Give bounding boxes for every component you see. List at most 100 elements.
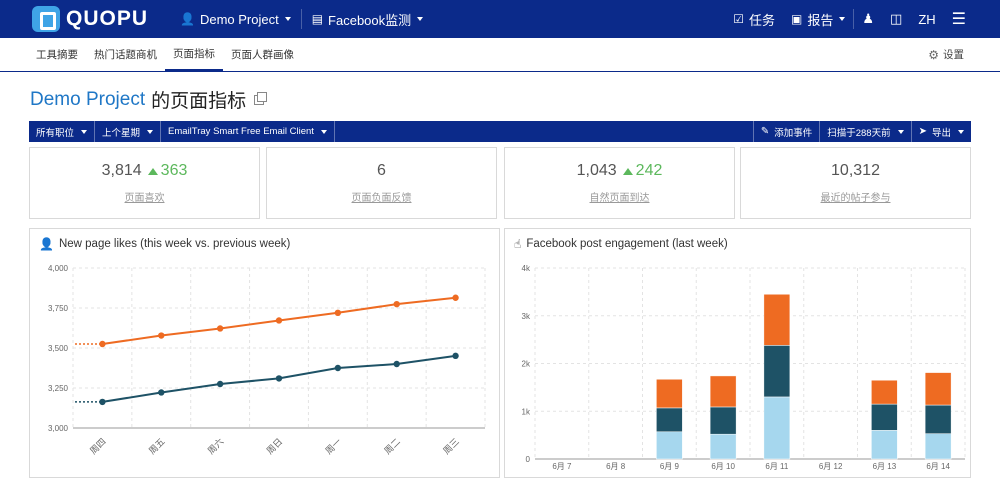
- y-tick-label: 3,750: [48, 304, 69, 313]
- position-filter[interactable]: 所有职位: [29, 121, 96, 142]
- tab-tool-summary[interactable]: 工具摘要: [36, 49, 78, 61]
- person-icon: 👤: [39, 237, 54, 251]
- gear-icon: ⚙: [928, 47, 939, 62]
- chevron-down-icon: [320, 129, 327, 134]
- likes-line-chart: 3,000 3,250 3,500 3,750 4,000 周四 周五 周六 周日 周一 周二 周三: [48, 264, 486, 457]
- engagement-chart-title: ☝ Facebook post engagement (last week): [514, 237, 728, 251]
- page-title-project[interactable]: Demo Project: [30, 88, 146, 110]
- tab-page-audience[interactable]: 页面人群画像: [231, 49, 294, 61]
- users-icon: ♟: [862, 11, 875, 26]
- bar-segment: [871, 430, 898, 460]
- chevron-down-icon: [839, 17, 846, 21]
- stat-label[interactable]: 自然页面到达: [589, 193, 650, 204]
- stat-label[interactable]: 页面负面反馈: [351, 193, 412, 204]
- stat-card-post-engagement: 10,312 最近的帖子参与: [740, 147, 971, 219]
- reports-menu[interactable]: ▣ 报告: [783, 0, 853, 38]
- stat-delta-value: 363: [160, 162, 188, 179]
- tasks-button[interactable]: ☑ 任务: [725, 0, 783, 38]
- y-tick-label: 3,500: [48, 344, 69, 353]
- page-selector[interactable]: ▤ Facebook监测: [302, 0, 433, 38]
- language-label: ZH: [918, 11, 936, 27]
- user-icon: 👤: [180, 12, 195, 26]
- y-tick-label: 3,250: [48, 384, 69, 393]
- stat-value: 3,814: [101, 162, 142, 179]
- data-point: [334, 364, 342, 372]
- scan-dropdown[interactable]: 扫描于288天前: [819, 121, 910, 142]
- bar-segment: [709, 433, 737, 460]
- page-filter[interactable]: EmailTray Smart Free Email Client: [161, 121, 335, 142]
- chevron-down-icon: [958, 129, 964, 134]
- add-event-label: 添加事件: [774, 127, 813, 139]
- bar-segment: [871, 403, 898, 431]
- add-event-button[interactable]: ✎ 添加事件: [752, 121, 819, 142]
- bar-segment: [924, 433, 952, 460]
- chart-icon: ▤: [311, 12, 324, 26]
- x-tick-label: 6月 11: [765, 462, 789, 471]
- arrow-up-icon: [622, 167, 633, 175]
- bar-segment: [924, 372, 952, 406]
- x-tick-label: 6月 9: [660, 462, 680, 471]
- chevron-down-icon: [81, 129, 88, 134]
- x-tick-label: 周五: [147, 436, 167, 456]
- copy-icon[interactable]: [254, 91, 268, 105]
- stat-label[interactable]: 页面喜欢: [124, 193, 165, 204]
- users-button[interactable]: ♟: [854, 0, 882, 38]
- data-point: [99, 340, 106, 348]
- y-tick-label: 3k: [522, 312, 531, 321]
- top-navbar: QUOPU 👤 Demo Project ▤ Facebook监测 ☑ 任务 ▣…: [0, 0, 1000, 38]
- bar-segment: [656, 379, 683, 409]
- bar-segment: [871, 379, 898, 405]
- y-tick-label: 3,000: [48, 424, 69, 433]
- tab-hot-topics[interactable]: 热门话题商机: [94, 49, 157, 61]
- hamburger-icon: ☰: [951, 11, 966, 28]
- x-tick-label: 6月 12: [819, 462, 843, 471]
- help-button[interactable]: ◫: [882, 0, 910, 38]
- stat-card-organic-reach: 1,043 242 自然页面到达: [504, 147, 735, 219]
- data-point: [216, 325, 224, 332]
- tasks-label: 任务: [748, 12, 775, 28]
- data-point: [334, 309, 342, 316]
- data-point: [216, 380, 224, 388]
- chevron-down-icon: [284, 17, 291, 21]
- data-point: [393, 360, 400, 368]
- chevron-down-icon: [417, 17, 424, 21]
- bar-segment: [763, 345, 791, 398]
- x-tick-label: 6月 8: [606, 462, 626, 471]
- filter-bar: 所有职位 上个星期 EmailTray Smart Free Email Cli…: [29, 121, 971, 142]
- chevron-down-icon: [147, 129, 154, 134]
- brand-logo[interactable]: QUOPU: [0, 6, 170, 32]
- period-filter[interactable]: 上个星期: [95, 121, 162, 142]
- x-tick-label: 周一: [323, 436, 343, 456]
- project-name: Demo Project: [199, 11, 279, 27]
- engagement-chart-panel: ☝ Facebook post engagement (last week) 0…: [504, 228, 971, 478]
- settings-button[interactable]: ⚙ 设置: [928, 47, 964, 62]
- stat-value: 10,312: [831, 162, 880, 179]
- bar-segment: [656, 407, 683, 433]
- tab-page-metrics[interactable]: 页面指标: [165, 38, 223, 71]
- stat-value: 6: [377, 162, 386, 179]
- project-selector[interactable]: 👤 Demo Project: [170, 0, 301, 38]
- likes-chart-title: 👤 New page likes (this week vs. previous…: [39, 237, 290, 251]
- engagement-bar-chart: 0 1k 2k 3k 4k 6月 7 6月 8 6月 9 6月 10 6月 11 6月 12 6月 1…: [522, 264, 966, 471]
- language-button[interactable]: ZH: [910, 0, 943, 38]
- x-tick-label: 周六: [205, 436, 226, 457]
- likes-chart-panel: 👤 New page likes (this week vs. previous…: [29, 228, 500, 478]
- report-icon: ▣: [791, 12, 803, 26]
- stat-delta-value: 242: [635, 162, 663, 179]
- data-point: [158, 332, 165, 339]
- book-icon: ◫: [890, 11, 903, 26]
- data-point: [393, 300, 400, 308]
- logo-icon: [32, 6, 60, 32]
- stat-label[interactable]: 最近的帖子参与: [820, 193, 891, 204]
- chevron-down-icon: [897, 129, 904, 134]
- x-tick-label: 周四: [88, 436, 108, 456]
- y-tick-label: 4k: [522, 264, 531, 273]
- y-tick-label: 4,000: [48, 264, 69, 273]
- menu-button[interactable]: ☰: [944, 0, 974, 38]
- brand-name: QUOPU: [66, 7, 149, 30]
- x-tick-label: 6月 10: [711, 462, 735, 471]
- pointer-icon: ☝: [514, 237, 522, 251]
- export-button[interactable]: ➤ 导出: [910, 121, 971, 142]
- x-tick-label: 6月 7: [552, 462, 572, 471]
- data-point: [275, 375, 283, 382]
